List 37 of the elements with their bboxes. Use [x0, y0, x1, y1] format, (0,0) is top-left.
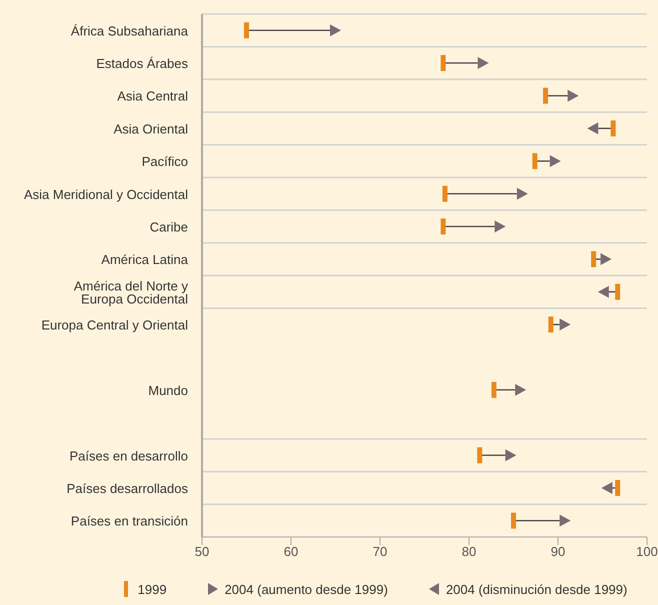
- point: [587, 122, 598, 134]
- y-tick-label: Países en desarrollo: [69, 448, 188, 463]
- y-tick-label: América Latina: [101, 252, 189, 267]
- y-tick-label: Europa Central y Oriental: [41, 317, 188, 332]
- point: [494, 220, 506, 232]
- point: [598, 286, 609, 298]
- point: [330, 24, 341, 36]
- legend-label: 2004 (aumento desde 1999): [224, 582, 388, 596]
- y-tick-label: África Subsahariana: [70, 22, 189, 38]
- point: [516, 188, 528, 200]
- legend-label: 2004 (disminución desde 1999): [446, 582, 628, 596]
- x-tick-label: 100: [636, 544, 658, 560]
- y-tick-label: Estados Árabes: [96, 56, 188, 71]
- x-tick-label: 90: [550, 544, 566, 560]
- legend-label: 1999: [138, 582, 167, 596]
- y-tick-label: América del Norte y Europa Occidental: [74, 278, 188, 306]
- x-tick-label: 60: [284, 544, 298, 560]
- point: [560, 318, 571, 331]
- point: [600, 253, 612, 266]
- x-tick-label: 50: [194, 544, 210, 560]
- point: [560, 514, 571, 527]
- point: [568, 90, 579, 102]
- y-tick-label: Mundo: [148, 382, 188, 398]
- y-tick-label: Asia Meridional y Occidental: [24, 186, 188, 202]
- point: [478, 57, 489, 70]
- y-tick-label: Pacífico: [142, 154, 188, 169]
- y-tick-label: Asia Oriental: [114, 120, 188, 136]
- point: [601, 482, 612, 494]
- y-tick-label: Caribe: [150, 218, 188, 234]
- y-tick-label: Países en transición: [70, 513, 188, 528]
- y-tick-label: Asia Central: [117, 88, 188, 104]
- x-tick-label: 80: [462, 544, 476, 560]
- y-tick-label: Países desarrollados: [66, 480, 188, 496]
- point: [505, 449, 516, 462]
- point: [550, 155, 561, 168]
- x-tick-label: 70: [372, 544, 388, 560]
- point: [515, 384, 526, 396]
